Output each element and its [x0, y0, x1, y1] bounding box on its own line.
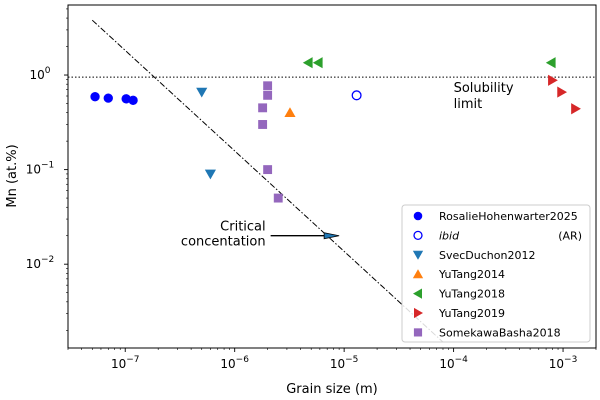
- legend-marker: [412, 269, 424, 279]
- data-point-yutang2018: [545, 57, 556, 69]
- data-point-yutang2019: [571, 103, 581, 115]
- data-point-svecduchon2012: [204, 169, 216, 180]
- data-point-somekawabasha2018: [273, 193, 283, 203]
- legend-marker: [413, 328, 423, 337]
- legend-marker: [413, 211, 423, 221]
- critical-concentration-annotation: concentation: [181, 235, 266, 250]
- data-point-svecduchon2012: [196, 87, 208, 98]
- legend-label: YuTang2019: [438, 307, 505, 320]
- plot-area: [67, 4, 597, 349]
- data-point-rosaliehohenwarter2025: [90, 92, 100, 102]
- data-point-somekawabasha2018: [263, 90, 273, 100]
- data-point-rosaliehohenwarter2025: [103, 93, 113, 103]
- solubility-limit-annotation: limit: [454, 97, 483, 112]
- data-point-ibid: [351, 90, 362, 101]
- legend-marker: [413, 288, 422, 299]
- critical-concentration-annotation: Critical: [220, 220, 265, 235]
- data-point-yutang2018: [302, 57, 313, 69]
- x-tick-label: 10−4: [439, 355, 468, 371]
- legend-label: RosalieHohenwarter2025: [439, 210, 578, 223]
- legend-marker: [413, 230, 423, 241]
- data-point-somekawabasha2018: [258, 103, 268, 113]
- x-tick-label: 10−6: [220, 355, 249, 371]
- legend-label: SomekawaBasha2018: [439, 326, 561, 339]
- legend-box: [401, 204, 591, 343]
- data-point-yutang2019: [557, 86, 568, 98]
- data-point-somekawabasha2018: [263, 165, 273, 175]
- x-tick-label: 10−3: [549, 355, 578, 371]
- data-point-yutang2019: [548, 74, 558, 86]
- y-tick-label: 10−2: [26, 255, 55, 271]
- legend-label: SvecDuchon2012: [439, 249, 535, 262]
- data-point-yutang2014: [284, 107, 296, 118]
- legend-marker: [414, 307, 423, 319]
- x-tick-label: 10−7: [111, 355, 140, 371]
- legend-label: YuTang2018: [438, 288, 505, 301]
- y-tick-label: 100: [29, 66, 50, 82]
- data-point-rosaliehohenwarter2025: [128, 95, 138, 106]
- legend-label-suffix: (AR): [558, 229, 582, 242]
- data-point-yutang2018: [312, 57, 323, 69]
- legend-marker: [412, 250, 424, 260]
- x-axis-label: Grain size (m): [286, 382, 378, 397]
- y-tick-label: 10−1: [26, 161, 55, 177]
- x-tick-label: 10−5: [330, 355, 359, 371]
- critical-concentration-line: [91, 19, 444, 343]
- y-axis-label: Mn (at.%): [5, 144, 20, 207]
- legend-label: YuTang2014: [438, 268, 505, 281]
- legend-label: ibid: [439, 229, 460, 242]
- data-point-somekawabasha2018: [263, 81, 273, 91]
- solubility-limit-annotation: Solubility: [454, 81, 514, 96]
- data-point-somekawabasha2018: [258, 120, 268, 129]
- critical-arrow-head: [323, 232, 340, 240]
